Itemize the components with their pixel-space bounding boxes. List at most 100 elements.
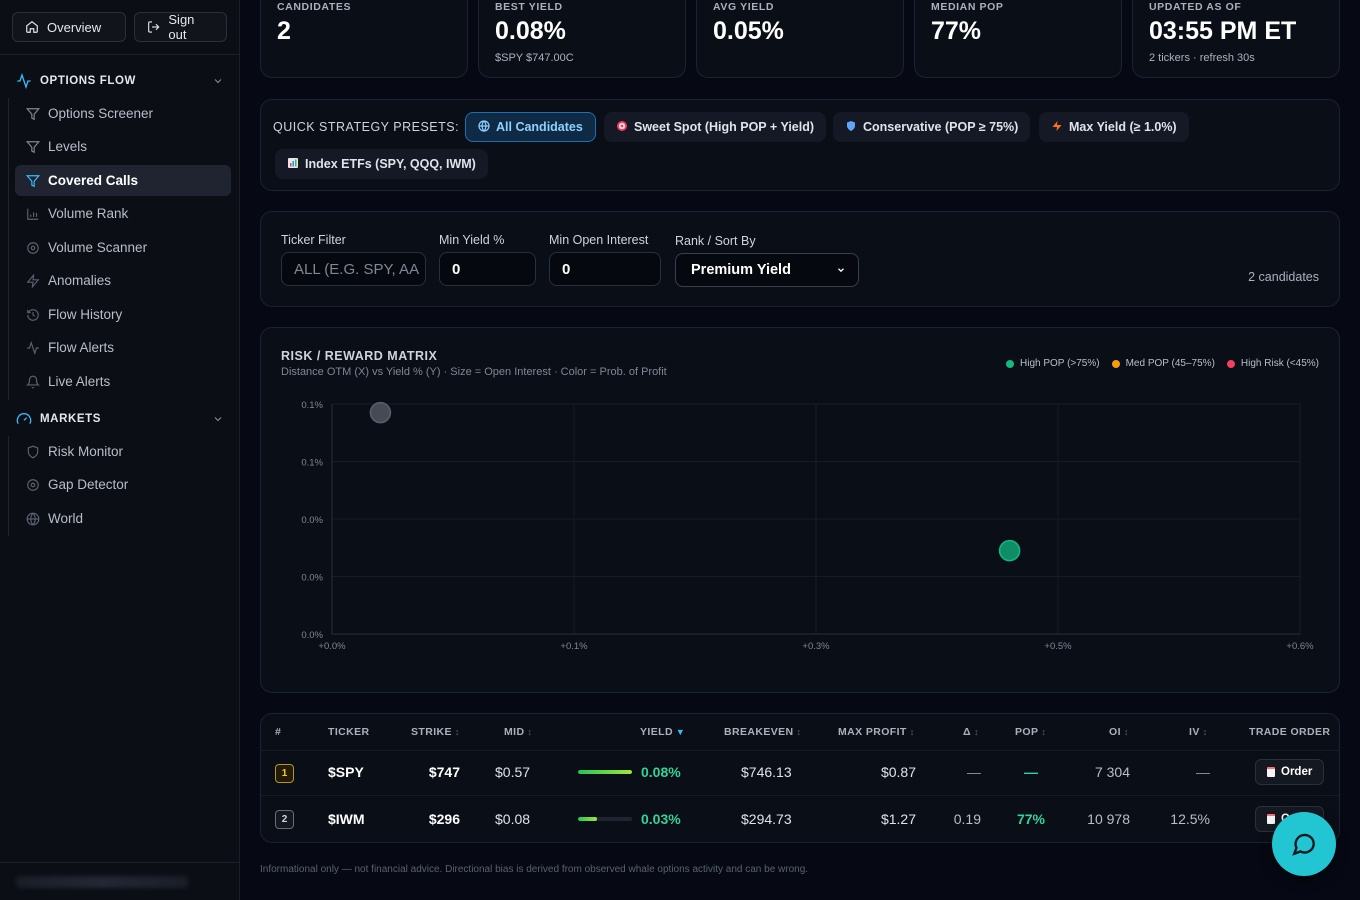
sidebar-item-risk-monitor[interactable]: Risk Monitor [15, 436, 231, 467]
stat-subtext: 2 tickers · refresh 30s [1149, 52, 1255, 64]
sidebar-item-label: Covered Calls [48, 173, 139, 188]
col-header-pop[interactable]: POP ↕ [1015, 726, 1046, 738]
preset-all-candidates[interactable]: All Candidates [465, 112, 596, 142]
order-button[interactable]: Order [1255, 759, 1325, 785]
sidebar-item-label: Volume Rank [48, 206, 129, 221]
rank-badge: 2 [275, 810, 294, 829]
sort-icon: ↕ [1041, 727, 1047, 737]
min-yield-label: Min Yield % [439, 233, 505, 247]
min-oi-input[interactable]: 0 [549, 252, 661, 286]
zap-icon [26, 273, 40, 288]
chip-label: Sweet Spot (High POP + Yield) [634, 120, 815, 134]
col-header-label: IV [1189, 726, 1200, 738]
col-header-oi[interactable]: OI ↕ [1109, 726, 1129, 738]
section-label: OPTIONS FLOW [40, 75, 136, 87]
order-label: Order [1281, 766, 1313, 778]
sidebar-item-anomalies[interactable]: Anomalies [15, 265, 231, 296]
preset-sweet-spot[interactable]: Sweet Spot (High POP + Yield) [604, 112, 827, 142]
ticker-filter-input[interactable]: ALL (E.G. SPY, AA [281, 252, 426, 286]
y-tick-label: 0.1% [301, 458, 323, 469]
min-yield-input[interactable]: 0 [439, 252, 536, 286]
col-header-iv[interactable]: IV ↕ [1189, 726, 1208, 738]
col-header-delta[interactable]: Δ ↕ [963, 726, 979, 738]
presets-panel: QUICK STRATEGY PRESETS: All Candidates S… [260, 99, 1340, 191]
scan-icon [27, 478, 39, 491]
overview-button[interactable]: Overview [12, 12, 126, 42]
filter-icon [26, 140, 40, 153]
preset-conservative[interactable]: Conservative (POP ≥ 75%) [833, 112, 1031, 142]
cell-oi: 7 304 [1094, 764, 1130, 780]
col-header-label: Δ [963, 726, 971, 738]
sort-desc-icon: ▼ [675, 727, 686, 737]
legend-item-high-pop: High POP (>75%) [1006, 358, 1100, 369]
sidebar-item-volume-rank[interactable]: Volume Rank [15, 198, 231, 229]
sort-icon: ↕ [1123, 727, 1129, 737]
sort-select[interactable]: Premium Yield [675, 253, 859, 287]
sidebar-item-world[interactable]: World [15, 503, 231, 534]
chevron-down-icon [214, 79, 222, 84]
col-header-strike[interactable]: STRIKE ↕ [411, 726, 460, 738]
stat-card-best-yield: BEST YIELD 0.08% $SPY $747.00C [478, 0, 686, 78]
preset-index-etfs[interactable]: Index ETFs (SPY, QQQ, IWM) [275, 149, 488, 179]
section-label: MARKETS [40, 413, 102, 425]
sidebar-item-live-alerts[interactable]: Live Alerts [15, 366, 231, 397]
filter-icon [26, 107, 40, 120]
chevron-down-icon [838, 268, 844, 273]
sidebar-item-flow-history[interactable]: Flow History [15, 299, 231, 330]
col-header-label: MAX PROFIT [838, 726, 907, 738]
sidebar-item-options-screener[interactable]: Options Screener [15, 98, 231, 129]
bar-chart-icon [27, 208, 39, 220]
stat-value: 0.05% [713, 17, 784, 45]
sidebar-item-covered-calls[interactable]: Covered Calls [15, 165, 231, 196]
filters-panel: Ticker Filter ALL (E.G. SPY, AA Min Yiel… [260, 211, 1340, 307]
col-header-max-profit[interactable]: MAX PROFIT ↕ [838, 726, 915, 738]
chip-label: All Candidates [496, 120, 583, 134]
col-header-breakeven[interactable]: BREAKEVEN ↕ [724, 726, 801, 738]
sidebar-item-volume-scanner[interactable]: Volume Scanner [15, 232, 231, 263]
shield-icon [27, 445, 39, 458]
home-icon [26, 21, 38, 33]
sidebar-item-label: Levels [48, 139, 88, 154]
zap-icon [1051, 120, 1063, 135]
x-tick-label: +0.6% [1286, 641, 1314, 652]
signout-button[interactable]: Sign out [134, 12, 227, 42]
section-options-flow[interactable]: OPTIONS FLOW [16, 71, 224, 91]
cell-ticker[interactable]: $IWM [328, 811, 365, 827]
sidebar-item-label: Live Alerts [48, 374, 111, 389]
section-markets[interactable]: MARKETS [16, 409, 224, 429]
stat-value: 77% [931, 17, 982, 45]
ticker-filter-label: Ticker Filter [281, 233, 346, 247]
matrix-subtitle: Distance OTM (X) vs Yield % (Y) · Size =… [281, 366, 667, 378]
col-header-ticker[interactable]: TICKER [328, 726, 370, 738]
sidebar-item-flow-alerts[interactable]: Flow Alerts [15, 332, 231, 363]
y-tick-label: 0.1% [301, 400, 323, 411]
cell-delta: — [967, 764, 981, 780]
sort-icon: ↕ [796, 727, 802, 737]
sort-icon: ↕ [1202, 727, 1208, 737]
cell-max-profit: $1.27 [880, 811, 916, 827]
chat-button[interactable] [1272, 812, 1336, 876]
cell-ticker[interactable]: $SPY [328, 764, 364, 780]
col-header-mid[interactable]: MID ↕ [504, 726, 532, 738]
stat-value: 0.08% [495, 17, 566, 45]
sidebar-item-label: Risk Monitor [48, 444, 124, 459]
y-tick-label: 0.0% [301, 573, 323, 584]
sidebar-item-label: Flow Alerts [48, 340, 115, 355]
col-header-rank: # [275, 726, 282, 738]
scatter-point [998, 539, 1021, 562]
sort-icon: ↕ [454, 727, 460, 737]
globe-icon [26, 512, 40, 526]
col-header-yield[interactable]: YIELD ▼ [640, 726, 685, 738]
sidebar-item-levels[interactable]: Levels [15, 131, 231, 162]
preset-max-yield[interactable]: Max Yield (≥ 1.0%) [1039, 112, 1189, 142]
col-header-label: BREAKEVEN [724, 726, 794, 738]
risk-reward-matrix-panel: RISK / REWARD MATRIX Distance OTM (X) vs… [260, 327, 1340, 693]
user-profile-blurred[interactable] [16, 876, 188, 888]
nav-tree-line [8, 436, 9, 536]
logout-icon [148, 21, 160, 33]
sidebar-item-gap-detector[interactable]: Gap Detector [15, 469, 231, 500]
cell-iv: — [1196, 764, 1210, 780]
y-tick-label: 0.0% [301, 515, 323, 526]
header-divider [261, 750, 1339, 751]
chip-label: Index ETFs (SPY, QQQ, IWM) [305, 157, 476, 171]
